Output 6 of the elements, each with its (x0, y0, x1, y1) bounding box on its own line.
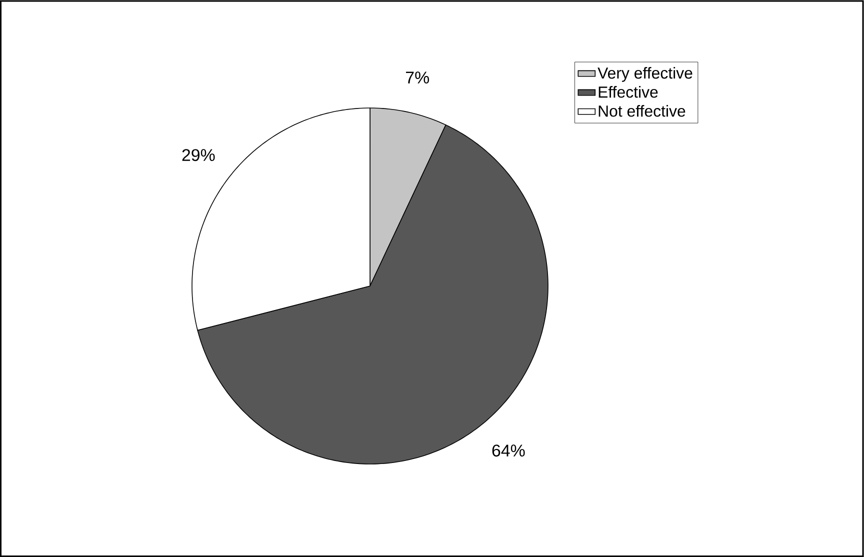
data-label: 64% (492, 444, 525, 457)
legend-label: Very effective (598, 67, 692, 82)
legend-label: Not effective (598, 105, 686, 117)
legend-label: Effective (598, 86, 658, 98)
data-label: 29% (182, 149, 215, 162)
data-label: 7% (406, 72, 430, 84)
